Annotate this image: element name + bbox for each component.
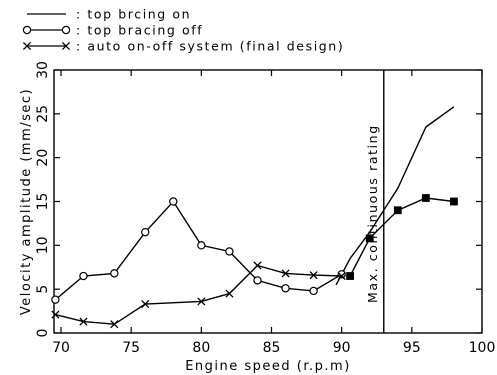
x-tick-label: 70 — [52, 340, 70, 356]
data-point-series-2 — [51, 310, 60, 319]
data-point-series-1 — [309, 286, 318, 296]
series-line-2 — [55, 264, 342, 325]
y-tick-label: 15 — [35, 193, 51, 211]
data-point-series-1 — [51, 295, 60, 304]
data-point-series-2 — [79, 317, 88, 326]
legend-marker-2 — [61, 41, 71, 51]
series-line-1 — [54, 200, 343, 301]
data-point-series-2 — [337, 271, 346, 281]
legend-marker-1 — [61, 25, 71, 35]
data-point-series-1 — [253, 276, 262, 285]
y-tick-label: 30 — [35, 61, 51, 79]
data-point-series-1 — [110, 269, 119, 278]
data-point-series-3 — [365, 234, 374, 243]
y-tick-label: 25 — [35, 105, 51, 123]
data-point-series-1 — [141, 227, 150, 237]
data-point-series-2 — [110, 320, 119, 329]
legend-label-1: : top bracing off — [76, 23, 203, 38]
data-point-series-3 — [346, 272, 354, 280]
data-point-series-2 — [225, 289, 234, 298]
data-point-series-2 — [197, 297, 206, 306]
x-tick-label: 95 — [403, 340, 421, 356]
y-tick-label: 0 — [35, 329, 51, 338]
axis-ticks: 70 75 80 85 90 95 100 0 5 10 15 20 25 30 — [35, 61, 495, 356]
y-tick-label: 5 — [35, 285, 51, 294]
legend-marker-1 — [22, 25, 32, 35]
data-point-series-3 — [421, 194, 430, 202]
series-line-0 — [335, 106, 455, 286]
data-point-series-1 — [197, 241, 206, 250]
data-point-series-2 — [281, 269, 290, 278]
data-point-series-1 — [225, 247, 234, 256]
legend-label-0: : top brcing on — [76, 7, 191, 22]
data-point-series-2 — [141, 300, 150, 309]
data-point-series-3 — [393, 206, 402, 215]
max-continuous-rating-label: Max. continuous rating — [365, 124, 380, 303]
x-tick-label: 85 — [263, 340, 281, 356]
data-point-series-1 — [79, 271, 88, 281]
x-tick-label: 80 — [192, 340, 210, 356]
legend-marker-2 — [22, 41, 32, 51]
y-tick-label: 10 — [35, 236, 51, 254]
data-point-series-1 — [281, 284, 290, 293]
series-layer — [51, 106, 458, 329]
legend-label-2: : auto on-off system (final design) — [76, 39, 344, 54]
x-tick-label: 100 — [469, 340, 496, 356]
y-axis-title: Velocity amplitude (mm/sec) — [19, 88, 34, 315]
x-tick-label: 75 — [122, 340, 140, 356]
data-point-series-1 — [169, 197, 178, 206]
data-point-series-2 — [309, 271, 318, 280]
x-tick-label: 90 — [333, 340, 351, 356]
y-tick-label: 20 — [35, 149, 51, 167]
legend: : top brcing on: top bracing off: auto o… — [22, 7, 344, 54]
data-point-series-2 — [253, 261, 262, 270]
x-axis-title: Engine speed (r.p.m) — [185, 359, 351, 374]
data-point-series-3 — [450, 197, 458, 206]
